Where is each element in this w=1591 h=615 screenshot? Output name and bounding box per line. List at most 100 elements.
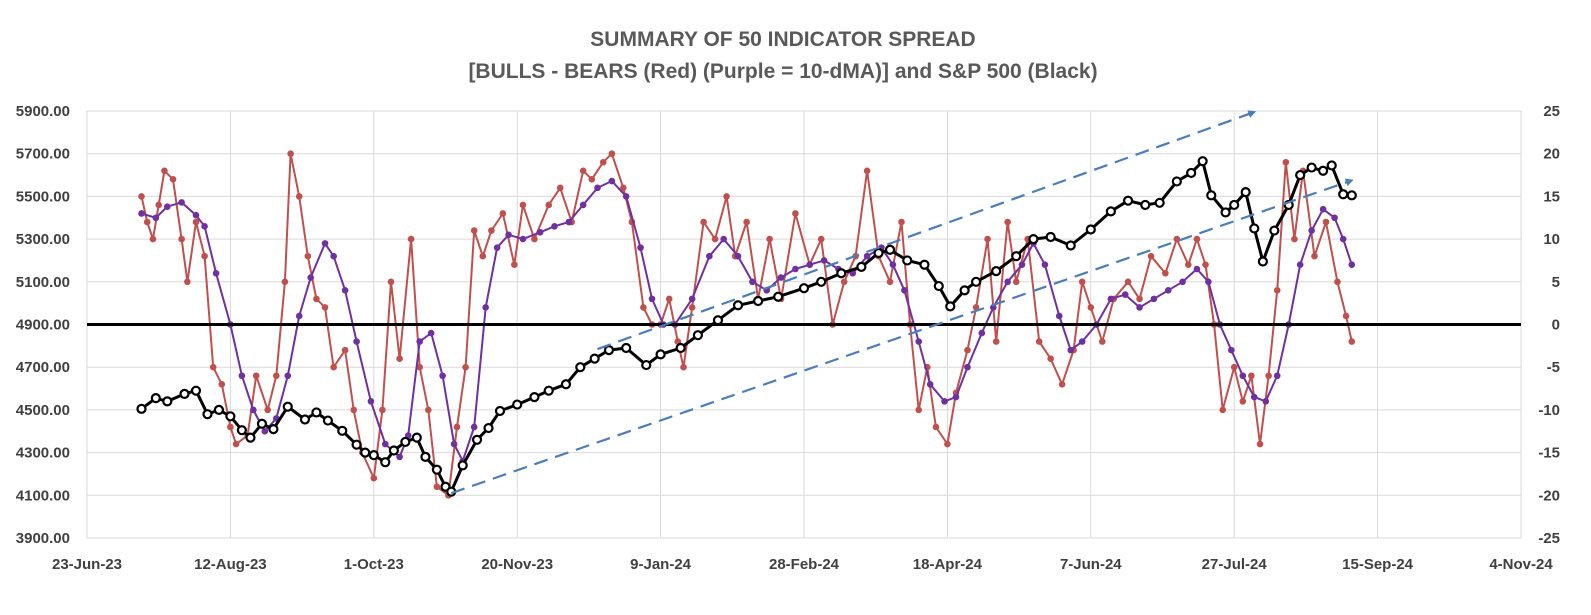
data-point [773,291,784,302]
x-tick-label: 28-Feb-24 [769,556,840,573]
data-point [337,425,348,436]
data-point [236,425,247,436]
y-left-tick-label: 5900.00 [16,103,70,120]
data-point [411,432,422,443]
x-tick-label: 7-Jun-24 [1060,556,1122,573]
data-point [792,265,799,273]
data-point [1318,165,1329,176]
y-right-tick-label: 5 [1552,274,1560,291]
data-point [261,427,269,435]
data-point [884,244,896,255]
data-point [1164,287,1172,294]
series-layer [136,150,1357,499]
data-point [1107,295,1115,303]
data-point [1078,338,1086,345]
y-left-tick-label: 5700.00 [16,146,70,163]
data-point [1331,214,1338,222]
data-point [1339,235,1347,243]
data-point [1065,240,1076,251]
data-point [138,193,145,200]
data-point [439,372,446,380]
y-left-tick-label: 4300.00 [16,445,70,462]
data-point [351,439,362,450]
data-point [1206,190,1217,201]
data-point [1346,190,1357,201]
data-point [321,304,329,311]
data-point [806,261,814,269]
data-point [1150,295,1158,303]
y-left-tick-label: 4700.00 [16,359,70,376]
data-point [594,184,601,192]
data-point [901,287,908,294]
data-point [599,158,607,166]
data-point [622,193,630,200]
data-point [341,287,349,294]
data-point [579,167,587,175]
data-point [169,176,177,183]
x-tick-label: 12-Aug-23 [194,556,267,573]
data-point [1308,227,1315,234]
x-tick-label: 20-Nov-23 [481,556,553,573]
data-point [1306,162,1317,173]
data-point [256,418,268,429]
data-point [734,252,742,260]
data-point [353,338,360,345]
data-point [350,406,358,414]
y-right-tick-label: 15 [1543,188,1560,205]
data-point [692,330,703,341]
data-point [431,464,442,475]
data-point [753,295,764,307]
data-point [1342,312,1350,320]
data-point [565,218,573,226]
data-point [543,385,554,396]
data-point [284,372,292,380]
data-point [1186,167,1197,179]
y-left-tick-label: 3900.00 [16,530,70,547]
data-point [620,184,627,192]
data-point [720,235,727,243]
data-point [640,304,647,311]
data-point [1179,278,1186,286]
y-right-tick-label: -25 [1538,530,1560,547]
data-point [424,406,432,414]
data-point [264,406,271,414]
data-point [379,406,386,414]
data-point [483,422,494,434]
data-point [675,342,686,354]
data-point [149,235,157,243]
data-point [637,244,644,251]
data-point [1230,363,1238,371]
data-point [1291,235,1298,243]
data-point [482,304,489,311]
x-tick-label: 23-Jun-23 [52,556,122,573]
data-point [1067,346,1075,354]
data-point [1185,261,1192,269]
data-point [330,252,337,260]
data-point [1229,199,1240,211]
data-point [360,447,371,458]
data-point [155,201,162,209]
y-right-tick-label: 20 [1543,146,1560,163]
trend-layer [87,110,1521,495]
y-left-tick-label: 4500.00 [16,402,70,419]
data-point [749,278,756,286]
data-point [1045,231,1056,243]
upper-trend-line [597,110,1257,351]
y-right-tick-label: -20 [1538,487,1560,504]
data-point [1105,206,1116,217]
data-point [1273,372,1281,380]
data-point [1136,304,1143,311]
data-point [766,235,773,243]
data-point [164,203,171,210]
series-10-dma [138,177,1356,465]
data-point [212,269,220,277]
data-point [792,210,799,217]
data-point [665,295,673,303]
data-point [178,199,185,206]
data-point [161,167,168,175]
data-point [1085,224,1096,235]
x-tick-label: 9-Jan-24 [630,556,692,573]
